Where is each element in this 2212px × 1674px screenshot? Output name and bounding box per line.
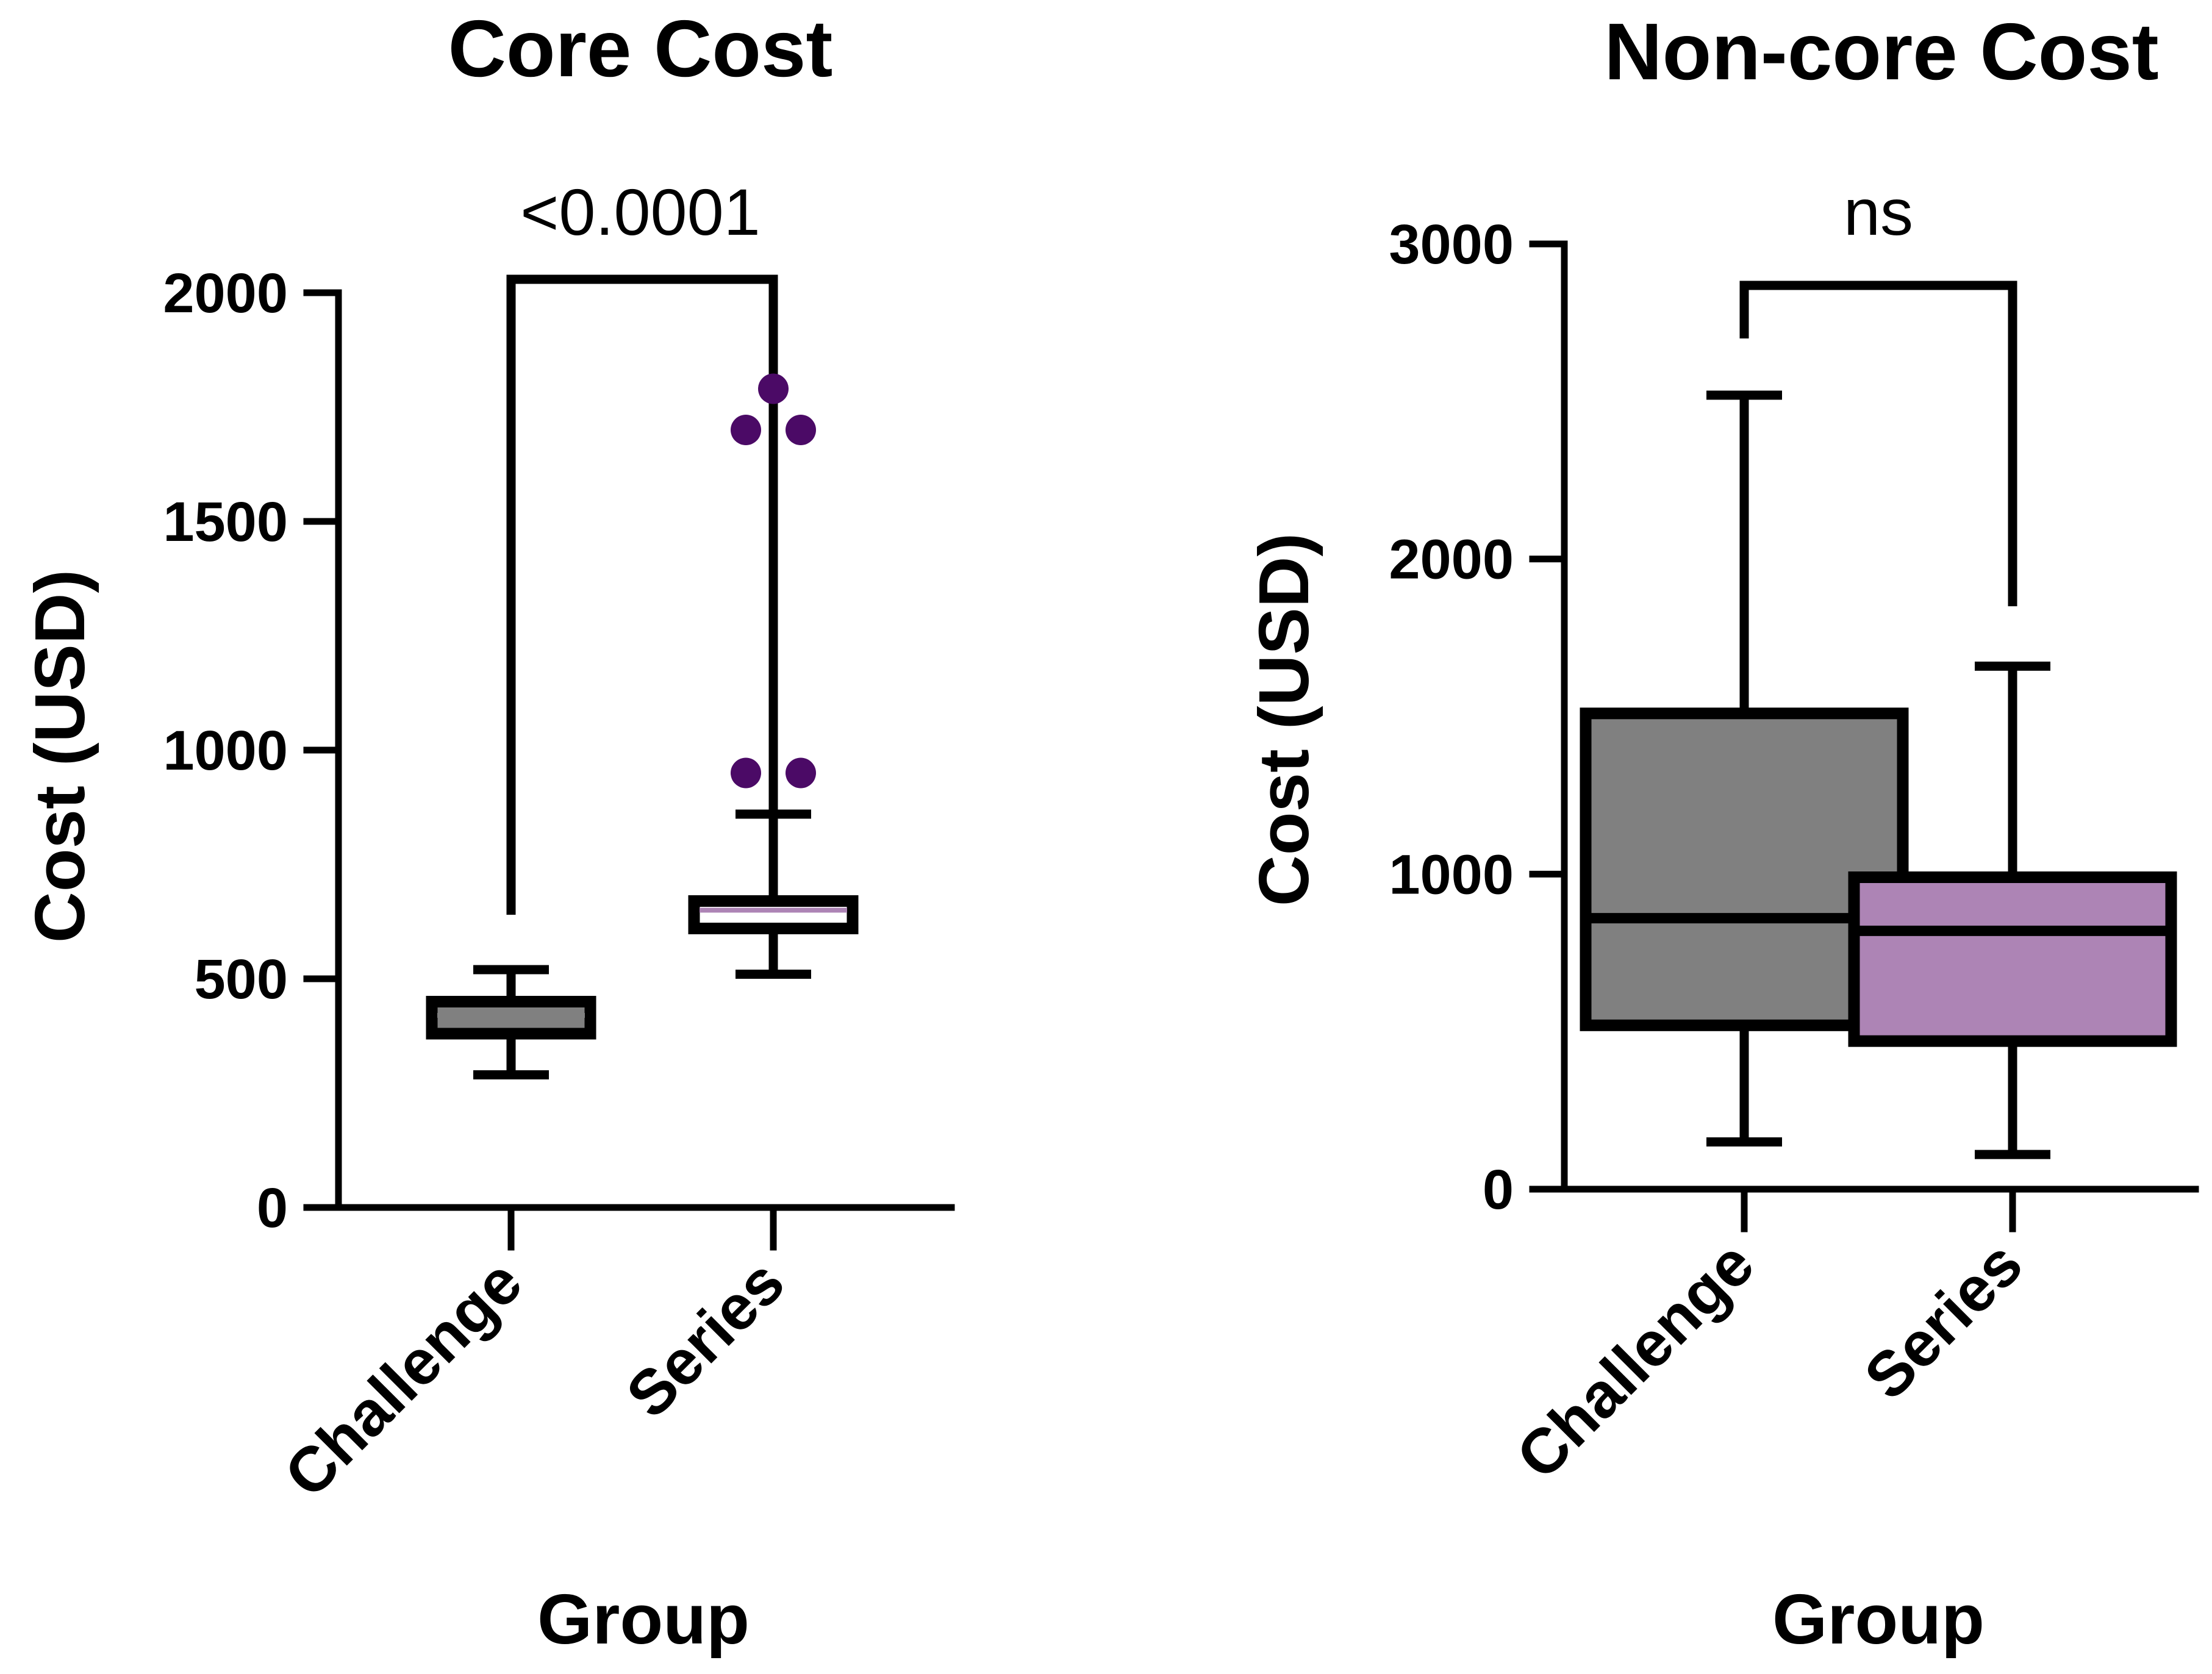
core-cost-y-tick-label: 1000	[163, 720, 288, 782]
non-core-cost-y-tick-label: 3000	[1389, 213, 1514, 276]
core-cost-category-label-challenge: Challenge	[271, 1247, 535, 1511]
core-cost-series-outlier-point	[786, 757, 816, 789]
core-cost-series-outlier-point	[731, 757, 761, 789]
core-cost-y-tick-label: 0	[257, 1177, 288, 1239]
non-core-cost-plot-area: 0 1000 2000 3000	[1389, 213, 2199, 1232]
core-cost-y-axis-label: Cost (USD)	[20, 570, 99, 943]
core-cost-category-label-series: Series	[613, 1247, 798, 1431]
non-core-cost-x-axis-label: Group	[1772, 1579, 1985, 1659]
core-cost-x-axis-label: Group	[537, 1579, 750, 1659]
core-cost-y-tick-label: 500	[195, 948, 288, 1010]
core-cost-title: Core Cost	[448, 4, 833, 93]
non-core-cost-series-box	[1848, 871, 2177, 1047]
core-cost-series-box	[688, 895, 859, 934]
non-core-cost-significance-label: ns	[1844, 175, 1913, 249]
non-core-cost-title: Non-core Cost	[1604, 7, 2158, 96]
core-cost-y-tick-label: 1500	[163, 491, 288, 553]
non-core-cost-category-label-challenge: Challenge	[1503, 1228, 1767, 1492]
core-cost-series-outlier-point	[758, 373, 789, 404]
core-cost-series-outlier-point	[731, 415, 761, 445]
core-cost-series-outlier-point	[786, 415, 816, 445]
non-core-cost-panel: Non-core Cost Cost (USD) Group ns 0 1000 2…	[1244, 7, 2199, 1659]
non-core-cost-y-tick-label: 0	[1483, 1159, 1514, 1221]
non-core-cost-y-tick-label: 2000	[1389, 529, 1514, 591]
core-cost-plot-area: 0 500 1000 1500 2000	[163, 262, 955, 1251]
non-core-cost-significance-bracket	[1739, 281, 2017, 607]
core-cost-panel: Core Cost Cost (USD) Group <0.0001 0 500 1…	[20, 4, 955, 1659]
non-core-cost-y-axis-label: Cost (USD)	[1244, 533, 1323, 906]
core-cost-y-tick-label: 2000	[163, 262, 288, 324]
non-core-cost-y-tick-label: 1000	[1389, 843, 1514, 906]
core-cost-significance-label: <0.0001	[520, 175, 760, 249]
core-cost-significance-bracket	[506, 274, 778, 915]
non-core-cost-category-label-series: Series	[1851, 1228, 2036, 1413]
